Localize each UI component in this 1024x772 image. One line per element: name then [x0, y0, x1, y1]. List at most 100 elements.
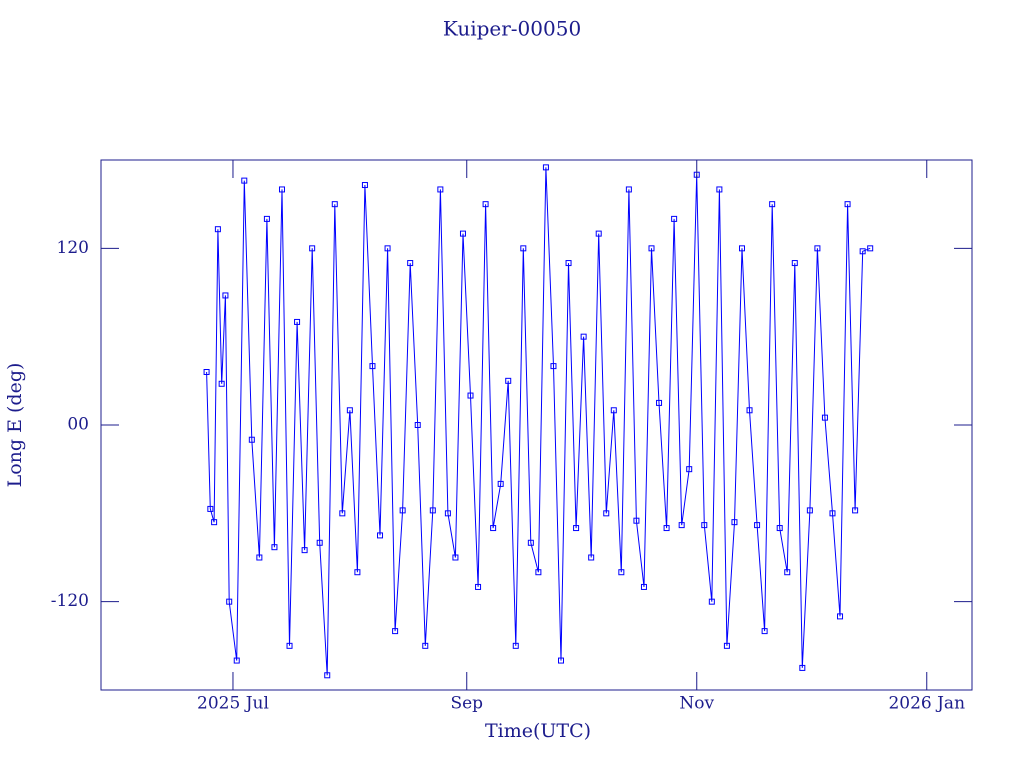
- data-point: [429, 507, 436, 514]
- data-point: [595, 230, 602, 237]
- data-point: [814, 245, 821, 252]
- data-point: [859, 248, 866, 255]
- data-point: [512, 642, 519, 649]
- data-point: [769, 201, 776, 208]
- data-point: [354, 569, 361, 576]
- data-point: [603, 510, 610, 517]
- y-tick-label: 00: [67, 415, 89, 435]
- data-point: [414, 422, 421, 428]
- data-point: [361, 182, 368, 189]
- data-point: [218, 380, 225, 387]
- data-point: [663, 525, 670, 532]
- data-point: [444, 510, 451, 517]
- data-point: [610, 407, 617, 414]
- data-point: [731, 519, 738, 526]
- data-point: [369, 363, 376, 370]
- data-point: [678, 522, 685, 529]
- data-point: [309, 245, 316, 252]
- data-point: [829, 510, 836, 517]
- data-point: [399, 507, 406, 514]
- data-point: [286, 642, 293, 649]
- data-point: [316, 539, 323, 546]
- data-point: [701, 522, 708, 529]
- data-point: [392, 628, 399, 635]
- data-point: [377, 532, 384, 539]
- data-point: [686, 466, 693, 473]
- x-tick-label: Sep: [450, 694, 483, 714]
- chart-title: Kuiper-00050: [443, 17, 581, 41]
- data-point: [271, 544, 278, 551]
- data-point: [226, 598, 233, 605]
- data-point: [490, 525, 497, 532]
- data-point: [331, 201, 338, 208]
- plot-area: [203, 164, 874, 679]
- data-point: [535, 569, 542, 576]
- data-point: [738, 245, 745, 252]
- data-point: [520, 245, 527, 252]
- data-point: [723, 642, 730, 649]
- data-point: [746, 407, 753, 414]
- data-point: [263, 215, 270, 222]
- data-point: [214, 226, 221, 233]
- data-point: [640, 583, 647, 590]
- data-point: [278, 186, 285, 193]
- data-point: [648, 245, 655, 252]
- data-point: [301, 547, 308, 554]
- data-point: [784, 569, 791, 576]
- data-point: [867, 245, 874, 252]
- data-point: [708, 598, 715, 605]
- data-point: [248, 436, 255, 443]
- series-line: [206, 167, 871, 676]
- data-point: [475, 583, 482, 590]
- data-point: [294, 318, 301, 325]
- data-point: [806, 507, 813, 514]
- data-point: [656, 399, 663, 406]
- y-axis-label: Long E (deg): [4, 363, 26, 488]
- data-point: [671, 215, 678, 222]
- data-point: [542, 164, 549, 171]
- data-point: [776, 525, 783, 532]
- data-point: [482, 201, 489, 208]
- data-point: [384, 245, 391, 252]
- data-point: [211, 519, 218, 526]
- y-tick-label: -120: [51, 591, 89, 611]
- x-tick-label: 2026 Jan: [888, 694, 965, 714]
- x-axis-label: Time(UTC): [485, 720, 591, 742]
- data-point: [339, 510, 346, 517]
- data-point: [437, 186, 444, 193]
- data-point: [207, 505, 214, 512]
- data-point: [203, 369, 210, 375]
- data-point: [633, 517, 640, 524]
- data-point: [573, 525, 580, 532]
- x-tick-label: Nov: [679, 694, 714, 714]
- data-point: [837, 613, 844, 620]
- data-point: [761, 628, 768, 635]
- data-point: [241, 177, 248, 184]
- data-point: [222, 292, 229, 299]
- data-point: [791, 260, 798, 267]
- data-point: [754, 522, 761, 529]
- data-point: [565, 260, 572, 267]
- data-point: [505, 377, 512, 384]
- data-point: [716, 186, 723, 193]
- data-point: [550, 363, 557, 370]
- y-tick-label: 120: [57, 238, 89, 258]
- data-point: [422, 642, 429, 649]
- data-point: [844, 201, 851, 208]
- data-point: [452, 554, 459, 561]
- data-point: [821, 414, 828, 421]
- data-point: [256, 554, 263, 561]
- data-point: [467, 392, 474, 399]
- data-point: [618, 569, 625, 576]
- data-point: [558, 657, 565, 664]
- data-point: [799, 664, 806, 671]
- data-point: [407, 260, 414, 267]
- data-point: [527, 539, 534, 546]
- data-point: [625, 186, 632, 193]
- data-point: [852, 507, 859, 514]
- x-tick-label: 2025 Jul: [197, 694, 269, 714]
- data-point: [346, 407, 353, 414]
- data-point: [580, 333, 587, 340]
